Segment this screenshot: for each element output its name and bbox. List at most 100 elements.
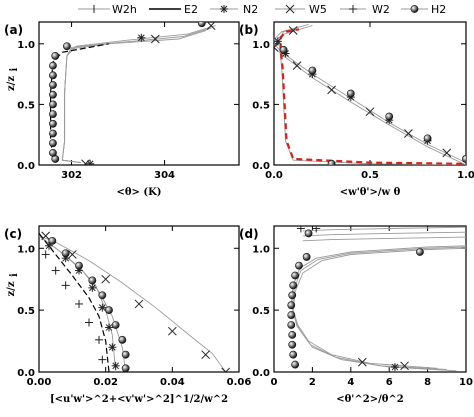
data-point bbox=[288, 291, 297, 300]
series-n2 bbox=[390, 363, 399, 372]
series-line bbox=[50, 43, 109, 157]
data-point bbox=[462, 155, 466, 163]
data-point bbox=[48, 236, 57, 245]
x-tick-label: 304 bbox=[154, 170, 175, 181]
x-tick-label: 4 bbox=[347, 377, 354, 388]
series-grey2 bbox=[274, 23, 466, 164]
x-axis-label: [<u'w'>^2+<v'w'>^2]^1/2/w^2 bbox=[50, 394, 228, 405]
series-h2 bbox=[279, 45, 466, 165]
y-axis-label: z/z bbox=[6, 76, 17, 91]
series-grey2 bbox=[291, 246, 466, 370]
series-grey-top1 bbox=[302, 236, 466, 242]
data-point bbox=[221, 367, 231, 372]
x-axis-label: <θ> (K) bbox=[116, 187, 161, 198]
x-tick-label: 8 bbox=[424, 377, 431, 388]
data-point bbox=[86, 159, 95, 165]
legend-label: W5 bbox=[309, 3, 327, 16]
data-point bbox=[85, 318, 93, 327]
data-point bbox=[49, 110, 57, 119]
data-point bbox=[111, 321, 120, 329]
y-tick-label: 0.0 bbox=[252, 161, 270, 172]
series-w5 bbox=[357, 357, 409, 371]
data-point bbox=[49, 71, 57, 80]
series-grey3 bbox=[61, 30, 207, 164]
panel-label: (c) bbox=[4, 227, 22, 241]
series-e2 bbox=[39, 233, 110, 372]
data-point bbox=[416, 248, 424, 256]
data-point bbox=[49, 81, 57, 89]
data-point bbox=[167, 326, 177, 336]
data-point bbox=[49, 139, 57, 148]
x-tick-label: 1.0 bbox=[457, 170, 474, 181]
data-point bbox=[137, 33, 146, 42]
data-point bbox=[88, 276, 97, 285]
data-point bbox=[327, 159, 336, 165]
legend-label: W2h bbox=[112, 3, 137, 16]
x-tick-label: 0.00 bbox=[27, 377, 52, 388]
data-point bbox=[75, 299, 83, 308]
data-point bbox=[295, 261, 303, 270]
data-point bbox=[98, 291, 107, 300]
data-point bbox=[95, 335, 103, 344]
data-point bbox=[289, 281, 298, 290]
panels: (a) 302 304 0.0 0.5 1.0 z/z i <θ> (K) (b) 0.0 0.5 1.… bbox=[4, 21, 474, 405]
series-grey1 bbox=[274, 25, 466, 165]
series-grey-top2 bbox=[302, 231, 466, 237]
plot-area bbox=[49, 22, 216, 165]
y-tick-label: 0.0 bbox=[252, 368, 270, 379]
legend-marker-w2 bbox=[349, 5, 357, 13]
series-w2 bbox=[296, 226, 321, 233]
data-point bbox=[88, 283, 97, 292]
series-n2 bbox=[86, 33, 146, 165]
series-grey1 bbox=[292, 247, 466, 372]
series-line bbox=[39, 235, 127, 372]
panel-d: (d) 0 2 4 6 8 10 0.0 0.5 1.0 <θ'^2>/θ^2 bbox=[239, 225, 473, 405]
series-line bbox=[274, 25, 466, 165]
data-point bbox=[41, 231, 51, 241]
data-point bbox=[118, 335, 127, 344]
plot-area bbox=[287, 226, 466, 372]
plot-frame bbox=[38, 225, 240, 373]
legend-marker-n2 bbox=[220, 5, 228, 13]
plot-frame bbox=[273, 225, 467, 373]
series-w2 bbox=[41, 250, 107, 364]
x-tick-label: 10 bbox=[459, 377, 473, 388]
data-point bbox=[357, 357, 367, 367]
y-tick-label: 0.0 bbox=[17, 161, 35, 172]
legend: W2h E2 N2 W5 W2 H2 bbox=[78, 3, 446, 16]
data-point bbox=[302, 253, 311, 261]
legend-entry-n2: N2 bbox=[210, 3, 258, 16]
legend-entry-e2: E2 bbox=[149, 3, 198, 16]
data-point bbox=[41, 250, 50, 259]
series-h2 bbox=[48, 236, 130, 372]
x-tick-label: 6 bbox=[386, 377, 393, 388]
data-point bbox=[296, 226, 305, 233]
data-point bbox=[385, 112, 394, 121]
data-point bbox=[442, 148, 452, 158]
data-point bbox=[292, 61, 302, 70]
y-tick-label: 1.0 bbox=[17, 40, 35, 51]
series-line bbox=[302, 236, 466, 242]
legend-entry-w2h: W2h bbox=[78, 3, 137, 16]
data-point bbox=[197, 22, 206, 28]
series-grey-w5 bbox=[39, 235, 227, 372]
x-tick-label: 0.02 bbox=[93, 377, 118, 388]
data-point bbox=[288, 340, 297, 349]
series-e2 bbox=[50, 43, 109, 157]
plot-frame bbox=[38, 21, 240, 166]
series-w5 bbox=[81, 22, 216, 165]
series-line bbox=[274, 23, 466, 164]
data-point bbox=[274, 43, 279, 52]
x-tick-label: 0 bbox=[271, 377, 278, 388]
x-tick-label: 302 bbox=[61, 170, 82, 181]
series-w5 bbox=[274, 26, 452, 158]
data-point bbox=[308, 66, 317, 75]
y-tick-label: 0.5 bbox=[17, 100, 35, 111]
data-point bbox=[98, 355, 107, 364]
data-point bbox=[274, 37, 282, 46]
x-tick-label: 2 bbox=[309, 377, 316, 388]
data-point bbox=[134, 299, 144, 309]
data-point bbox=[81, 159, 90, 165]
y-axis-label-sub: i bbox=[9, 68, 20, 72]
series-h2 bbox=[49, 22, 206, 163]
